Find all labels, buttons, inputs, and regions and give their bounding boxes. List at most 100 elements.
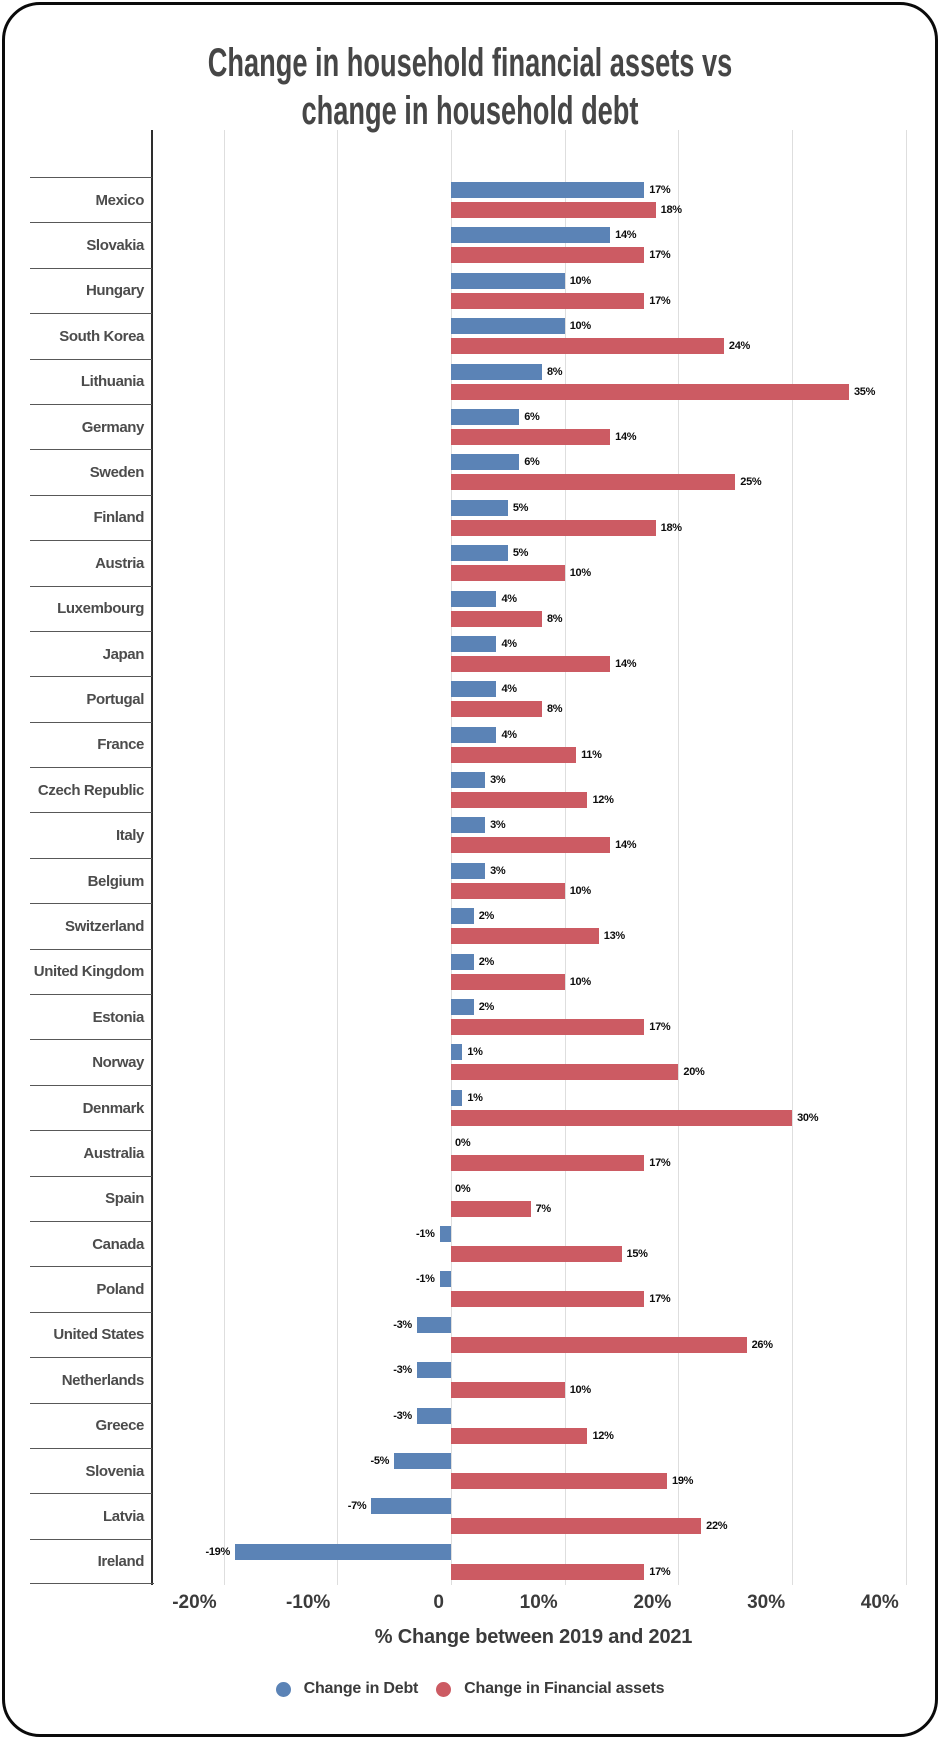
assets-bar — [451, 565, 565, 582]
country-row: Mexico 17% 18% — [30, 177, 913, 222]
assets-bar — [451, 655, 611, 672]
debt-bar — [451, 590, 497, 607]
country-row: Ireland -19% 17% — [30, 1538, 913, 1584]
country-row: Switzerland 2% 13% — [30, 903, 913, 948]
bar-value-label: 7% — [535, 1202, 552, 1215]
assets-bar — [451, 1245, 622, 1262]
assets-bar — [451, 1336, 747, 1353]
assets-bar — [451, 928, 599, 945]
debt-bar — [451, 545, 508, 562]
country-label: United States — [30, 1311, 152, 1357]
assets-bar — [451, 247, 645, 264]
country-label: Switzerland — [30, 903, 152, 948]
debt-bar — [451, 862, 486, 879]
bars-cell: -3% 12% — [154, 1403, 913, 1448]
bar-value-label: 17% — [649, 1021, 671, 1034]
legend-item-assets: Change in Financial assets — [436, 1680, 665, 1698]
bars-cell: 6% 14% — [154, 404, 913, 449]
country-label: Japan — [30, 630, 152, 676]
debt-bar — [416, 1316, 451, 1333]
x-axis-tick-label: 10% — [519, 1592, 558, 1613]
bars-cell: -19% 17% — [154, 1539, 913, 1584]
assets-bar — [451, 973, 565, 990]
bars-cell: 5% 10% — [154, 540, 913, 585]
bar-value-label: -3% — [393, 1318, 412, 1331]
bars-cell: -5% 19% — [154, 1448, 913, 1493]
gridline — [451, 130, 452, 1585]
bars-cell: 2% 10% — [154, 949, 913, 994]
bar-value-label: -3% — [393, 1364, 412, 1377]
chart-plot-area: Mexico 17% 18% Slovakia 14% 17% Hungary 10% 17% S… — [5, 130, 935, 1670]
debt-bar — [451, 817, 486, 834]
bar-value-label: 0% — [455, 1137, 471, 1150]
bars-cell: 8% 35% — [154, 359, 913, 404]
country-row: South Korea 10% 24% — [30, 313, 913, 358]
debt-bar — [451, 272, 565, 289]
country-row: Slovakia 14% 17% — [30, 222, 913, 267]
bar-value-label: 25% — [740, 476, 762, 489]
country-row: Netherlands -3% 10% — [30, 1357, 913, 1402]
debt-bar — [451, 999, 474, 1016]
bar-value-label: 8% — [546, 703, 563, 716]
legend-label-assets: Change in Financial assets — [464, 1680, 665, 1697]
bar-value-label: 11% — [581, 748, 602, 761]
bars-cell: 3% 12% — [154, 767, 913, 812]
debt-bar — [451, 318, 565, 335]
country-row: Japan 4% 14% — [30, 630, 913, 676]
assets-bar — [451, 474, 736, 491]
country-row: Italy 3% 14% — [30, 812, 913, 857]
bar-value-label: 24% — [728, 340, 750, 353]
country-label: Italy — [30, 812, 152, 857]
bars-cell: 6% 25% — [154, 449, 913, 494]
bars-cell: 1% 20% — [154, 1039, 913, 1084]
bars-cell: 10% 24% — [154, 313, 913, 358]
bar-value-label: 10% — [569, 975, 591, 988]
x-axis-tick-label: 30% — [747, 1592, 786, 1613]
country-label: Germany — [30, 403, 152, 449]
bar-value-label: 10% — [569, 1384, 591, 1397]
assets-bar — [451, 1518, 702, 1535]
country-label: Estonia — [30, 994, 152, 1039]
country-row: Latvia -7% 22% — [30, 1493, 913, 1538]
country-label: Hungary — [30, 267, 152, 313]
debt-bar — [234, 1543, 451, 1560]
assets-bar — [451, 1291, 645, 1308]
bar-value-label: 10% — [569, 320, 591, 333]
bar-value-label: 22% — [706, 1520, 728, 1533]
bar-value-label: 17% — [649, 249, 671, 262]
country-row: Lithuania 8% 35% — [30, 358, 913, 404]
debt-bar — [451, 1089, 463, 1106]
x-axis-tick-label: -20% — [172, 1592, 217, 1613]
debt-bar — [416, 1407, 451, 1424]
bars-cell: 17% 18% — [154, 177, 913, 222]
bars-cell: 4% 8% — [154, 676, 913, 721]
bars-cell: 4% 8% — [154, 586, 913, 631]
chart-title: Change in household financial assets vs … — [207, 41, 733, 133]
country-row: Denmark 1% 30% — [30, 1084, 913, 1130]
bars-cell: 1% 30% — [154, 1085, 913, 1130]
assets-bar — [451, 1155, 645, 1172]
bars-cell: 3% 10% — [154, 858, 913, 903]
bar-value-label: 15% — [626, 1247, 648, 1260]
assets-bar — [451, 882, 565, 899]
country-row: Australia 0% 17% — [30, 1130, 913, 1175]
bar-value-label: 10% — [569, 274, 591, 287]
assets-bar — [451, 428, 611, 445]
bars-cell: 5% 18% — [154, 495, 913, 540]
bar-value-label: 1% — [467, 1091, 483, 1104]
bar-value-label: 26% — [751, 1338, 773, 1351]
bar-value-label: 30% — [797, 1111, 819, 1124]
bar-value-label: 3% — [490, 819, 506, 832]
assets-bar — [451, 701, 542, 718]
country-label: Finland — [30, 494, 152, 540]
bar-value-label: 14% — [615, 657, 637, 670]
bar-value-label: 5% — [512, 547, 529, 560]
country-row: Luxembourg 4% 8% — [30, 585, 913, 631]
assets-bar — [451, 338, 724, 355]
bar-value-label: 10% — [569, 567, 591, 580]
bar-value-label: 17% — [649, 1565, 671, 1578]
bars-cell: 4% 11% — [154, 722, 913, 767]
country-label: South Korea — [30, 313, 152, 358]
assets-bar — [451, 383, 849, 400]
country-row: Greece -3% 12% — [30, 1402, 913, 1448]
